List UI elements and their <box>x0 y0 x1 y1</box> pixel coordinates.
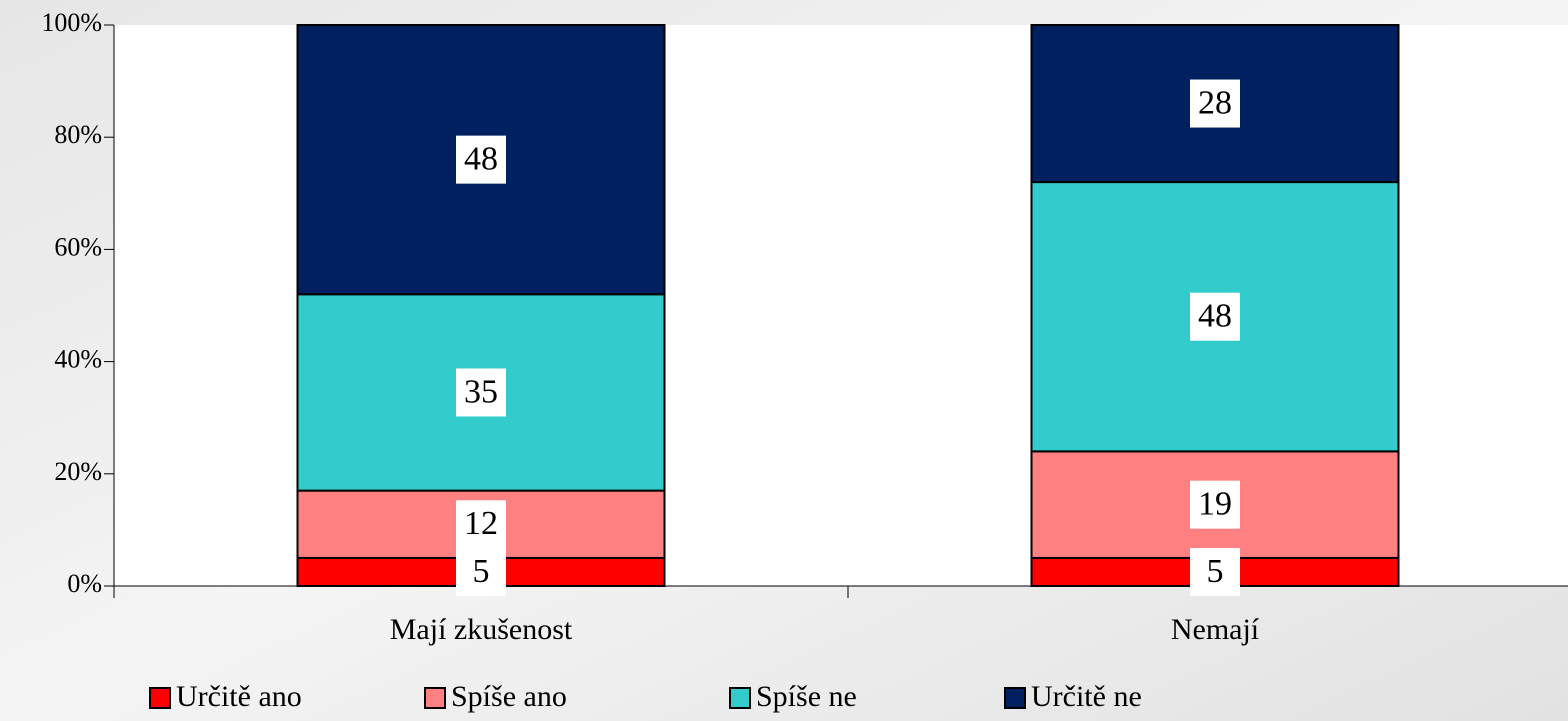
legend-marker <box>729 687 751 709</box>
data-label: 12 <box>464 505 498 542</box>
legend-marker <box>424 687 446 709</box>
label-box <box>456 500 506 549</box>
y-tick-label: 100% <box>41 8 102 37</box>
y-tick-label: 20% <box>54 457 102 486</box>
data-label: 5 <box>473 553 490 590</box>
data-label: 35 <box>464 373 498 410</box>
x-tick-label: Mají zkušenost <box>390 613 573 646</box>
data-label: 48 <box>1198 298 1232 335</box>
legend-marker <box>1004 687 1026 709</box>
y-tick-label: 40% <box>54 345 102 374</box>
legend-marker <box>149 687 171 709</box>
legend-label: Určitě ne <box>1031 680 1142 713</box>
label-box <box>1190 480 1240 529</box>
legend-label: Určitě ano <box>176 680 302 713</box>
label-box <box>456 135 506 184</box>
y-tick-label: 80% <box>54 120 102 149</box>
data-label: 5 <box>1207 553 1224 590</box>
legend-label: Spíše ano <box>451 680 567 713</box>
data-label: 19 <box>1198 485 1232 522</box>
label-box <box>1190 547 1240 596</box>
legend-label: Spíše ne <box>756 680 857 713</box>
data-label: 28 <box>1198 84 1232 121</box>
y-tick-label: 60% <box>54 232 102 261</box>
label-box <box>1190 79 1240 128</box>
label-box <box>1190 292 1240 341</box>
y-tick-label: 0% <box>67 569 102 598</box>
label-box <box>456 547 506 596</box>
label-box <box>456 368 506 417</box>
x-tick-label: Nemají <box>1171 613 1260 646</box>
data-label: 48 <box>464 140 498 177</box>
